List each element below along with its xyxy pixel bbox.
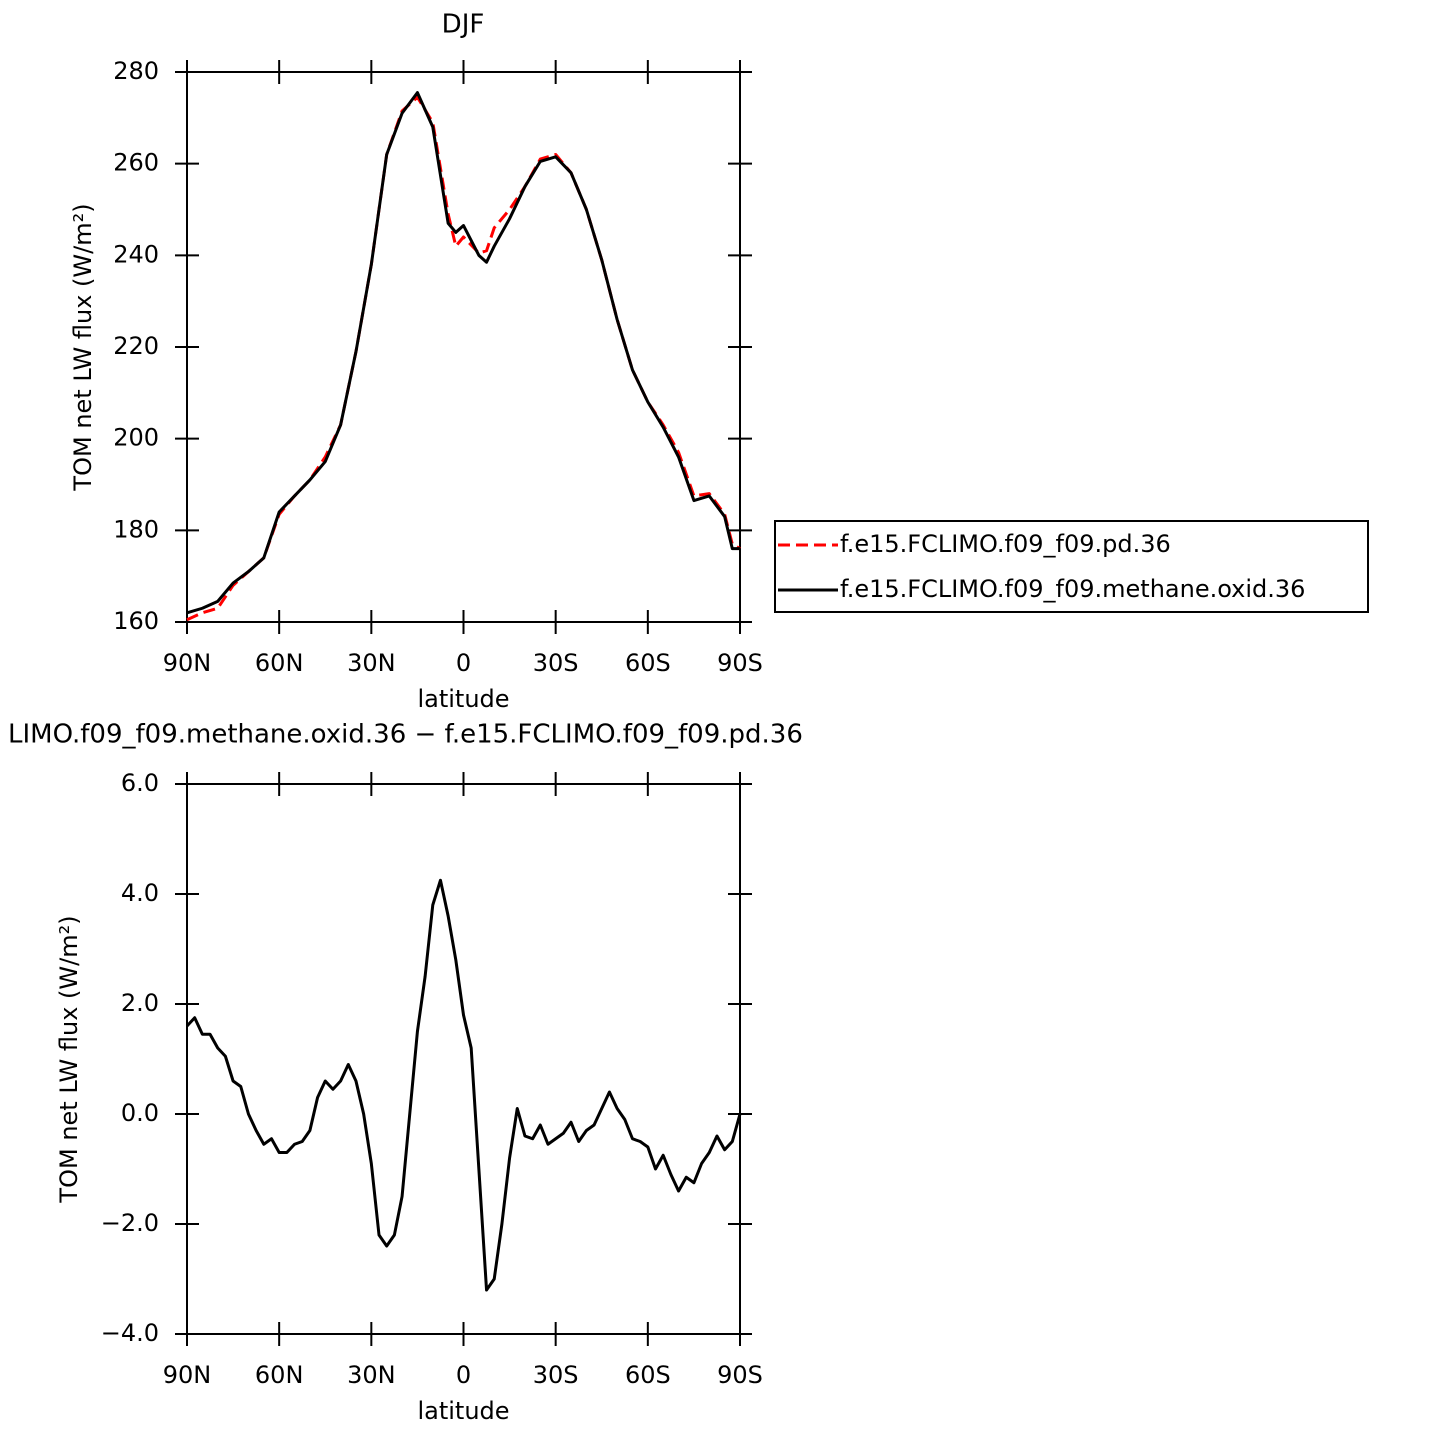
y-axis-label: TOM net LW flux (W/m²) <box>55 915 83 1203</box>
x-tick-label: 60N <box>255 649 304 677</box>
legend-label: f.e15.FCLIMO.f09_f09.methane.oxid.36 <box>840 575 1305 603</box>
legend-label: f.e15.FCLIMO.f09_f09.pd.36 <box>840 530 1171 558</box>
x-tick-label: 90S <box>717 649 763 677</box>
chart-title: DJF <box>442 10 485 40</box>
x-tick-label: 60S <box>625 649 671 677</box>
x-tick-label: 0 <box>456 649 471 677</box>
x-tick-label: 30N <box>347 1361 396 1389</box>
x-axis-label: latitude <box>417 685 509 713</box>
y-axis-label: TOM net LW flux (W/m²) <box>69 203 97 491</box>
x-tick-label: 90S <box>717 1361 763 1389</box>
plot-frame <box>186 783 741 1335</box>
x-tick-label: 90N <box>163 649 212 677</box>
x-tick-label: 30N <box>347 649 396 677</box>
y-tick-label: 260 <box>113 149 159 177</box>
x-tick-label: 0 <box>456 1361 471 1389</box>
y-tick-label: 220 <box>113 332 159 360</box>
x-tick-label: 60S <box>625 1361 671 1389</box>
y-tick-label: 280 <box>113 57 159 85</box>
y-tick-label: −4.0 <box>101 1319 159 1347</box>
y-tick-label: 240 <box>113 240 159 268</box>
x-tick-label: 30S <box>533 649 579 677</box>
y-tick-label: 160 <box>113 607 159 635</box>
data-line <box>186 91 740 615</box>
x-tick-label: 90N <box>163 1361 212 1389</box>
data-line <box>185 878 742 1292</box>
legend-box <box>774 520 1369 613</box>
x-axis-label: latitude <box>417 1397 509 1425</box>
y-tick-label: 200 <box>113 424 159 452</box>
x-tick-label: 30S <box>533 1361 579 1389</box>
y-tick-label: 4.0 <box>121 879 159 907</box>
y-tick-label: −2.0 <box>101 1209 159 1237</box>
y-tick-label: 180 <box>113 515 159 543</box>
y-tick-label: 0.0 <box>121 1099 159 1127</box>
chart-title: LIMO.f09_f09.methane.oxid.36 − f.e15.FCL… <box>8 720 803 750</box>
y-tick-label: 6.0 <box>121 769 159 797</box>
y-tick-label: 2.0 <box>121 989 159 1017</box>
x-tick-label: 60N <box>255 1361 304 1389</box>
